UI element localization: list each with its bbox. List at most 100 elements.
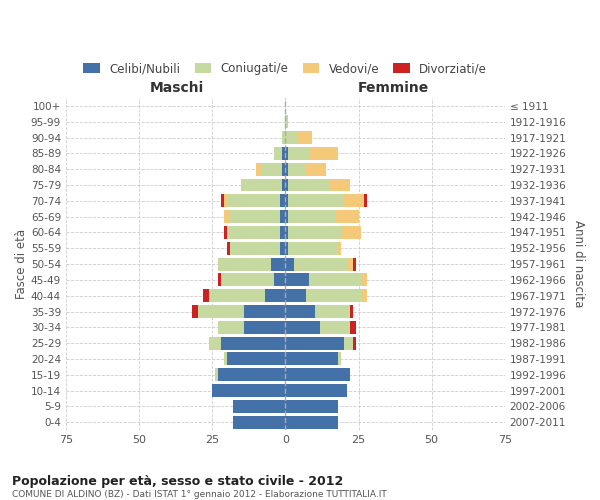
Bar bbox=[294, 258, 347, 270]
Bar bbox=[274, 147, 283, 160]
Bar bbox=[209, 289, 265, 302]
Bar bbox=[227, 226, 280, 239]
Bar bbox=[286, 226, 288, 239]
Bar bbox=[306, 289, 361, 302]
Bar bbox=[353, 258, 356, 270]
Bar bbox=[221, 194, 224, 207]
Bar bbox=[283, 162, 286, 175]
Bar bbox=[286, 210, 288, 223]
Bar bbox=[218, 368, 286, 382]
Bar bbox=[286, 352, 338, 366]
Bar bbox=[347, 258, 353, 270]
Bar bbox=[344, 194, 364, 207]
Bar bbox=[286, 115, 288, 128]
Y-axis label: Anni di nascita: Anni di nascita bbox=[572, 220, 585, 308]
Bar bbox=[280, 226, 286, 239]
Bar bbox=[338, 242, 341, 254]
Y-axis label: Fasce di età: Fasce di età bbox=[15, 229, 28, 299]
Bar bbox=[288, 210, 335, 223]
Bar bbox=[286, 321, 320, 334]
Legend: Celibi/Nubili, Coniugati/e, Vedovi/e, Divorziati/e: Celibi/Nubili, Coniugati/e, Vedovi/e, Di… bbox=[79, 58, 492, 80]
Bar bbox=[241, 178, 283, 192]
Bar bbox=[218, 274, 221, 286]
Bar bbox=[286, 274, 309, 286]
Bar bbox=[288, 226, 341, 239]
Bar bbox=[286, 289, 306, 302]
Text: Maschi: Maschi bbox=[150, 81, 204, 95]
Bar bbox=[262, 162, 283, 175]
Text: Popolazione per età, sesso e stato civile - 2012: Popolazione per età, sesso e stato civil… bbox=[12, 475, 343, 488]
Bar bbox=[233, 416, 286, 428]
Bar bbox=[286, 336, 344, 349]
Bar bbox=[224, 352, 227, 366]
Bar bbox=[192, 305, 197, 318]
Bar bbox=[286, 416, 338, 428]
Bar bbox=[203, 289, 209, 302]
Bar bbox=[227, 194, 280, 207]
Bar bbox=[280, 210, 286, 223]
Bar bbox=[280, 242, 286, 254]
Bar bbox=[286, 258, 294, 270]
Bar bbox=[286, 147, 288, 160]
Bar bbox=[274, 274, 286, 286]
Bar bbox=[288, 194, 344, 207]
Bar bbox=[280, 194, 286, 207]
Bar bbox=[227, 352, 286, 366]
Bar bbox=[309, 274, 361, 286]
Bar bbox=[265, 289, 286, 302]
Bar bbox=[361, 274, 367, 286]
Bar bbox=[256, 162, 262, 175]
Bar bbox=[218, 321, 244, 334]
Bar bbox=[286, 162, 288, 175]
Bar bbox=[230, 210, 280, 223]
Bar bbox=[230, 242, 280, 254]
Bar bbox=[212, 384, 286, 397]
Bar bbox=[221, 274, 274, 286]
Bar bbox=[361, 289, 367, 302]
Bar bbox=[286, 368, 350, 382]
Bar bbox=[314, 305, 350, 318]
Bar bbox=[283, 147, 286, 160]
Bar bbox=[353, 336, 356, 349]
Bar bbox=[244, 305, 286, 318]
Bar bbox=[309, 147, 338, 160]
Bar bbox=[288, 242, 338, 254]
Bar bbox=[288, 178, 329, 192]
Bar bbox=[283, 178, 286, 192]
Bar bbox=[286, 131, 297, 144]
Bar bbox=[286, 305, 314, 318]
Bar bbox=[221, 336, 286, 349]
Bar bbox=[286, 400, 338, 413]
Bar bbox=[288, 162, 306, 175]
Bar bbox=[224, 210, 230, 223]
Bar bbox=[335, 210, 359, 223]
Bar bbox=[338, 352, 341, 366]
Bar bbox=[283, 131, 286, 144]
Bar bbox=[271, 258, 286, 270]
Bar bbox=[286, 242, 288, 254]
Bar bbox=[227, 242, 230, 254]
Bar bbox=[297, 131, 311, 144]
Bar bbox=[320, 321, 350, 334]
Bar bbox=[329, 178, 350, 192]
Text: COMUNE DI ALDINO (BZ) - Dati ISTAT 1° gennaio 2012 - Elaborazione TUTTITALIA.IT: COMUNE DI ALDINO (BZ) - Dati ISTAT 1° ge… bbox=[12, 490, 387, 499]
Bar bbox=[233, 400, 286, 413]
Bar bbox=[350, 305, 353, 318]
Bar bbox=[350, 321, 356, 334]
Text: Femmine: Femmine bbox=[358, 81, 429, 95]
Bar bbox=[224, 194, 227, 207]
Bar bbox=[306, 162, 326, 175]
Bar bbox=[341, 226, 361, 239]
Bar bbox=[286, 194, 288, 207]
Bar bbox=[364, 194, 367, 207]
Bar bbox=[286, 178, 288, 192]
Bar bbox=[244, 321, 286, 334]
Bar bbox=[215, 368, 218, 382]
Bar bbox=[224, 226, 227, 239]
Bar bbox=[218, 258, 271, 270]
Bar bbox=[344, 336, 353, 349]
Bar bbox=[197, 305, 244, 318]
Bar bbox=[286, 384, 347, 397]
Bar bbox=[209, 336, 221, 349]
Bar bbox=[288, 147, 309, 160]
